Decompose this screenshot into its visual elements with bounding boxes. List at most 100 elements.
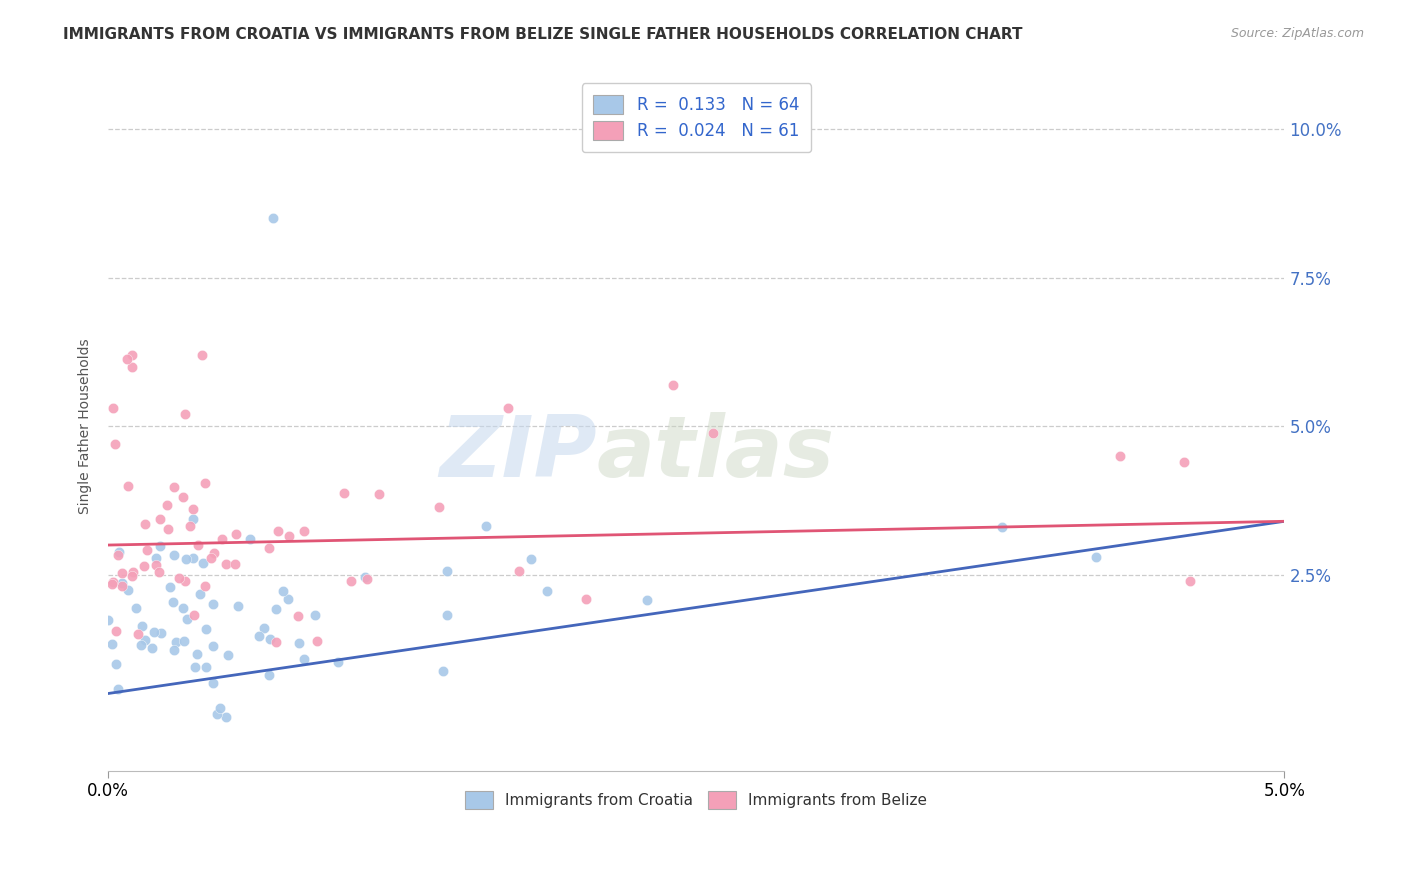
Point	[225, 527, 247, 541]
Point	[292, 652, 315, 666]
Point	[187, 538, 209, 552]
Point	[340, 574, 363, 589]
Point	[304, 607, 326, 622]
Point	[134, 632, 156, 647]
Point	[173, 633, 195, 648]
Point	[181, 550, 204, 565]
Point	[249, 629, 271, 643]
Point	[194, 579, 217, 593]
Point	[131, 618, 153, 632]
Point	[636, 593, 658, 607]
Point	[292, 524, 315, 539]
Point	[368, 487, 391, 501]
Point	[195, 660, 218, 674]
Point	[214, 558, 236, 572]
Point	[202, 675, 225, 690]
Point	[195, 623, 218, 637]
Point	[575, 592, 598, 607]
Point	[186, 647, 208, 661]
Point	[508, 564, 530, 578]
Point	[354, 570, 377, 584]
Point	[326, 655, 349, 669]
Point	[436, 564, 458, 578]
Point	[145, 558, 167, 572]
Point	[173, 408, 195, 422]
Point	[142, 625, 165, 640]
Point	[1180, 574, 1202, 588]
Point	[163, 480, 186, 494]
Point	[702, 425, 724, 440]
Point	[141, 641, 163, 656]
Point	[107, 545, 129, 559]
Point	[132, 559, 155, 574]
Point	[149, 539, 172, 553]
Point	[253, 622, 276, 636]
Point	[266, 602, 288, 616]
Point	[239, 532, 262, 546]
Text: Source: ZipAtlas.com: Source: ZipAtlas.com	[1230, 27, 1364, 40]
Point	[103, 575, 125, 590]
Point	[277, 529, 299, 543]
Point	[184, 660, 207, 674]
Point	[1085, 549, 1108, 564]
Point	[211, 532, 233, 546]
Point	[117, 582, 139, 597]
Point	[117, 479, 139, 493]
Legend: Immigrants from Croatia, Immigrants from Belize: Immigrants from Croatia, Immigrants from…	[460, 785, 934, 814]
Point	[105, 624, 128, 638]
Point	[101, 401, 124, 416]
Point	[267, 524, 290, 538]
Point	[122, 566, 145, 580]
Point	[136, 542, 159, 557]
Point	[277, 592, 299, 607]
Point	[125, 601, 148, 615]
Point	[145, 551, 167, 566]
Point	[259, 632, 281, 646]
Point	[305, 633, 328, 648]
Point	[134, 517, 156, 532]
Point	[262, 211, 284, 226]
Point	[176, 612, 198, 626]
Point	[257, 668, 280, 682]
Point	[172, 490, 194, 504]
Point	[183, 511, 205, 525]
Point	[202, 545, 225, 559]
Point	[149, 512, 172, 526]
Point	[97, 613, 120, 627]
Point	[148, 565, 170, 579]
Point	[207, 707, 229, 722]
Point	[194, 475, 217, 490]
Point	[111, 575, 134, 590]
Point	[127, 626, 149, 640]
Point	[169, 571, 191, 585]
Point	[121, 359, 143, 374]
Point	[111, 566, 134, 581]
Text: ZIP: ZIP	[439, 412, 596, 495]
Point	[163, 548, 186, 562]
Point	[174, 552, 197, 566]
Point	[111, 579, 134, 593]
Point	[101, 577, 124, 591]
Point	[174, 574, 197, 588]
Point	[117, 352, 139, 367]
Point	[257, 541, 280, 555]
Point	[179, 519, 201, 533]
Point	[121, 348, 143, 362]
Point	[662, 377, 685, 392]
Point	[201, 639, 224, 653]
Point	[536, 583, 558, 598]
Text: atlas: atlas	[596, 412, 835, 495]
Point	[183, 607, 205, 622]
Point	[191, 348, 214, 362]
Point	[217, 648, 239, 662]
Point	[172, 601, 194, 615]
Point	[200, 550, 222, 565]
Point	[157, 522, 180, 536]
Point	[427, 500, 450, 515]
Text: IMMIGRANTS FROM CROATIA VS IMMIGRANTS FROM BELIZE SINGLE FATHER HOUSEHOLDS CORRE: IMMIGRANTS FROM CROATIA VS IMMIGRANTS FR…	[63, 27, 1022, 42]
Point	[209, 701, 232, 715]
Point	[156, 499, 179, 513]
Point	[287, 609, 309, 624]
Point	[193, 557, 215, 571]
Point	[121, 569, 143, 583]
